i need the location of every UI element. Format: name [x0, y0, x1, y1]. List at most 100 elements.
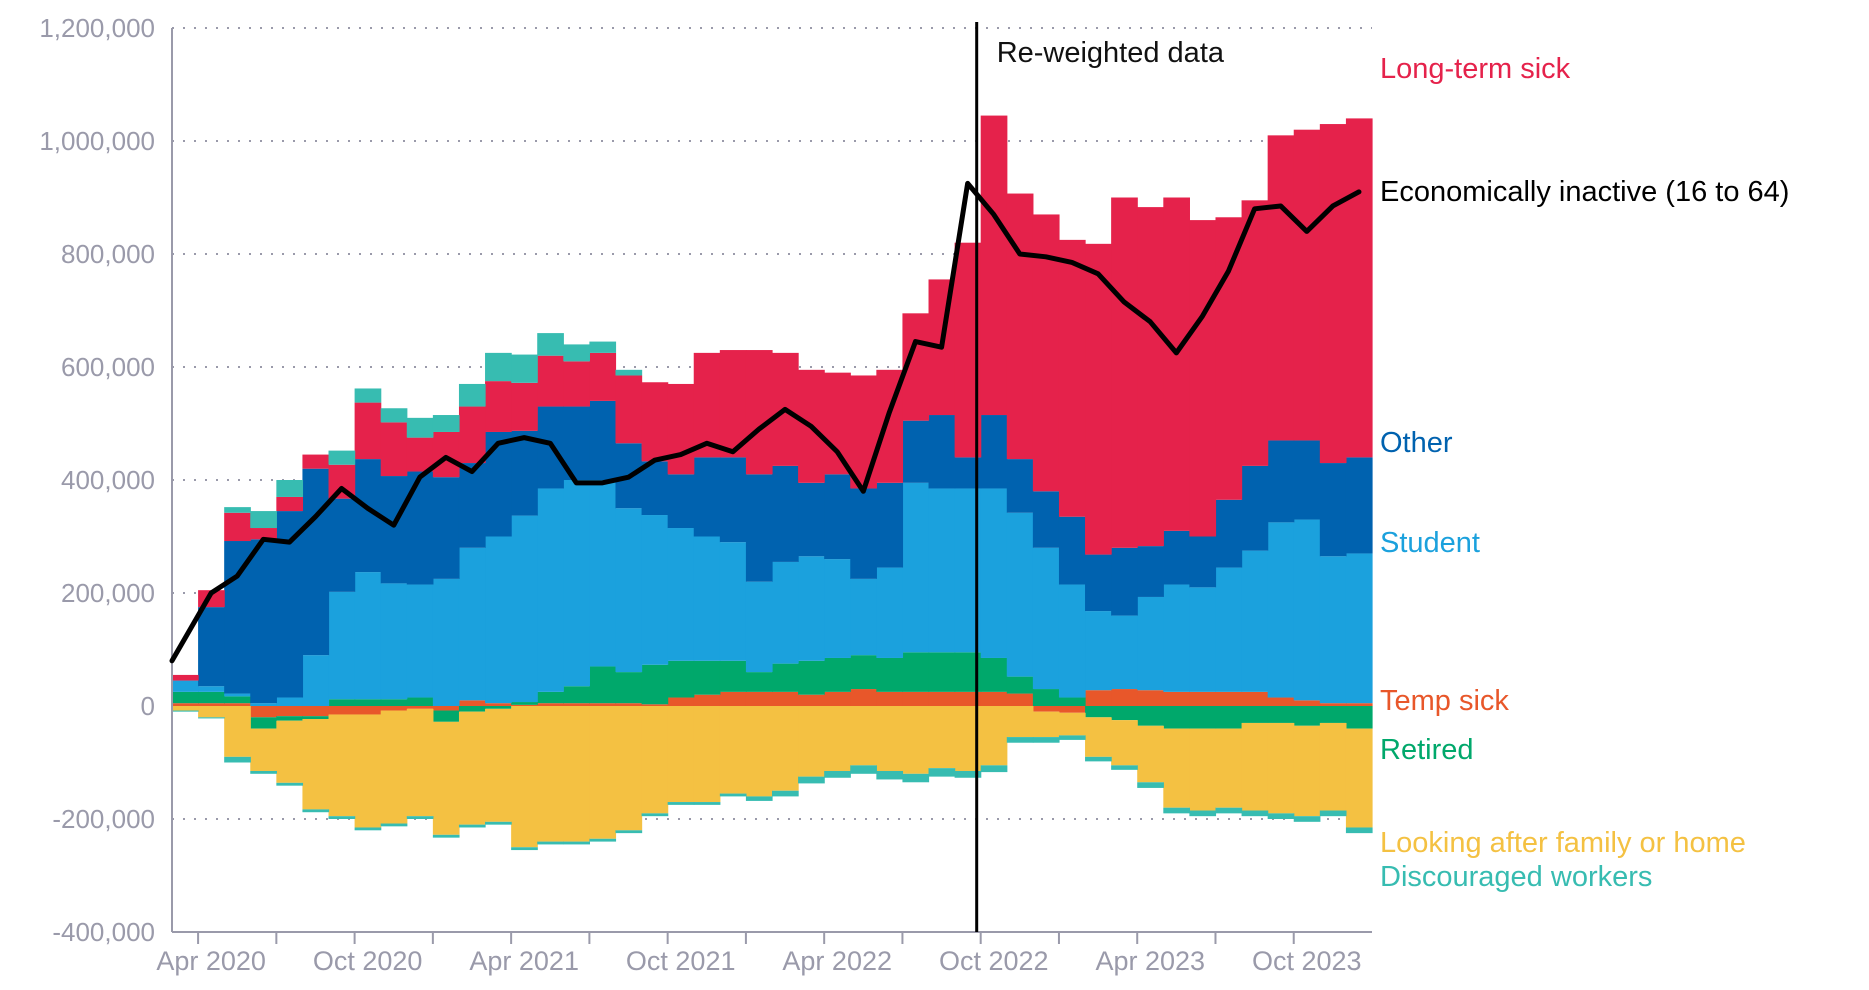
- area-segment-other: [1111, 547, 1138, 616]
- area-segment-retired: [693, 660, 721, 695]
- x-tick-label: Apr 2022: [782, 946, 892, 976]
- area-segment-discouraged-workers: [1006, 737, 1034, 743]
- area-segment-student: [1085, 611, 1112, 691]
- area-segment-other: [432, 477, 460, 579]
- area-segment-retired: [224, 696, 251, 704]
- area-segment-retired: [589, 666, 617, 704]
- area-segment-discouraged-workers: [1085, 756, 1112, 762]
- area-segment-long-term-sick: [537, 355, 564, 407]
- area-segment-discouraged-workers: [432, 415, 460, 432]
- area-segment-discouraged-workers: [719, 793, 747, 797]
- area-segment-looking-after-family-or-home: [980, 706, 1008, 766]
- y-tick-label: -400,000: [52, 917, 155, 947]
- area-segment-discouraged-workers: [1345, 827, 1373, 834]
- area-segment-student: [276, 697, 304, 706]
- area-segment-other: [1345, 457, 1373, 554]
- area-segment-looking-after-family-or-home: [667, 706, 695, 803]
- area-segment-retired: [511, 702, 538, 705]
- area-segment-other: [772, 465, 799, 562]
- area-segment-discouraged-workers: [589, 838, 617, 842]
- area-segment-looking-after-family-or-home: [1137, 725, 1164, 783]
- area-segment-looking-after-family-or-home: [824, 706, 851, 771]
- area-segment-student: [850, 578, 877, 656]
- area-segment-student: [537, 488, 564, 692]
- area-segment-temp-sick: [432, 706, 460, 711]
- area-segment-long-term-sick: [302, 454, 330, 469]
- area-segment-looking-after-family-or-home: [1111, 720, 1138, 766]
- area-segment-temp-sick: [1085, 690, 1112, 706]
- area-segment-looking-after-family-or-home: [406, 708, 434, 817]
- area-segment-long-term-sick: [1006, 193, 1034, 460]
- area-segment-discouraged-workers: [485, 821, 512, 825]
- area-segment-long-term-sick: [458, 406, 486, 464]
- area-segment-looking-after-family-or-home: [1267, 722, 1295, 814]
- area-segment-long-term-sick: [1085, 243, 1112, 555]
- area-segment-looking-after-family-or-home: [719, 706, 747, 794]
- area-segment-student: [824, 559, 851, 658]
- area-segment-looking-after-family-or-home: [1241, 722, 1269, 811]
- series-label-looking-after-family-or-home: Looking after family or home: [1380, 827, 1746, 859]
- series-label-economically-inactive-16-to-64: Economically inactive (16 to 64): [1380, 176, 1789, 208]
- area-segment-student: [902, 482, 930, 653]
- series-labels: Long-term sick Economically inactive (16 …: [1380, 53, 1789, 893]
- area-segment-looking-after-family-or-home: [458, 711, 486, 825]
- area-segment-student: [1319, 556, 1347, 704]
- area-segment-retired: [667, 660, 695, 698]
- area-segment-student: [563, 480, 590, 687]
- x-tick-label: Apr 2023: [1095, 946, 1205, 976]
- area-segment-student: [641, 515, 669, 665]
- area-segment-other: [250, 539, 277, 704]
- area-segment-temp-sick: [511, 704, 538, 706]
- area-segment-temp-sick: [537, 703, 564, 706]
- area-segment-student: [1163, 584, 1190, 692]
- area-segment-retired: [328, 699, 356, 706]
- area-segment-discouraged-workers: [667, 802, 695, 805]
- area-segment-looking-after-family-or-home: [354, 714, 382, 828]
- area-segment-temp-sick: [1032, 706, 1060, 712]
- x-tick-label: Oct 2020: [313, 946, 423, 976]
- area-segment-temp-sick: [1215, 691, 1243, 706]
- area-segment-student: [198, 686, 225, 692]
- area-segment-temp-sick: [380, 706, 408, 711]
- area-segment-long-term-sick: [1111, 197, 1138, 548]
- area-segment-temp-sick: [589, 703, 617, 706]
- area-segment-other: [1085, 554, 1112, 612]
- area-segment-looking-after-family-or-home: [902, 706, 930, 774]
- area-segment-student: [928, 488, 956, 653]
- series-label-student: Student: [1380, 527, 1480, 559]
- area-segment-discouraged-workers: [380, 408, 408, 423]
- area-segment-temp-sick: [198, 703, 225, 706]
- area-segment-discouraged-workers: [224, 756, 251, 763]
- x-tick-label: Oct 2022: [939, 946, 1049, 976]
- area-segment-retired: [641, 664, 669, 705]
- area-segment-long-term-sick: [667, 383, 695, 475]
- area-segment-retired: [1006, 676, 1034, 694]
- area-segment-retired: [980, 657, 1008, 692]
- area-segment-discouraged-workers: [458, 824, 486, 828]
- area-segment-temp-sick: [850, 689, 877, 706]
- area-segment-looking-after-family-or-home: [1085, 717, 1112, 757]
- area-segment-long-term-sick: [1345, 118, 1373, 458]
- area-segment-other: [1058, 516, 1086, 585]
- area-segment-other: [198, 607, 225, 687]
- y-tick-label: 600,000: [61, 352, 155, 382]
- area-segment-discouraged-workers: [563, 344, 590, 362]
- economically-inactive-line: [169, 180, 1362, 664]
- area-segment-discouraged-workers: [824, 770, 851, 778]
- area-segment-discouraged-workers: [850, 765, 877, 774]
- area-segment-discouraged-workers: [458, 383, 486, 407]
- area-segment-other: [1137, 546, 1164, 597]
- area-segment-discouraged-workers: [876, 770, 904, 780]
- stacked-areas: [172, 115, 1373, 851]
- area-segment-other: [589, 400, 617, 480]
- area-segment-long-term-sick: [380, 422, 408, 477]
- area-segment-temp-sick: [693, 694, 721, 706]
- area-segment-retired: [1293, 706, 1321, 726]
- area-segment-retired: [1215, 706, 1243, 729]
- area-segment-long-term-sick: [224, 512, 251, 542]
- area-segment-other: [1293, 440, 1321, 520]
- area-segment-long-term-sick: [615, 375, 643, 444]
- area-segment-retired: [1137, 706, 1164, 726]
- area-segment-discouraged-workers: [798, 776, 825, 784]
- area-segment-discouraged-workers: [1215, 807, 1243, 814]
